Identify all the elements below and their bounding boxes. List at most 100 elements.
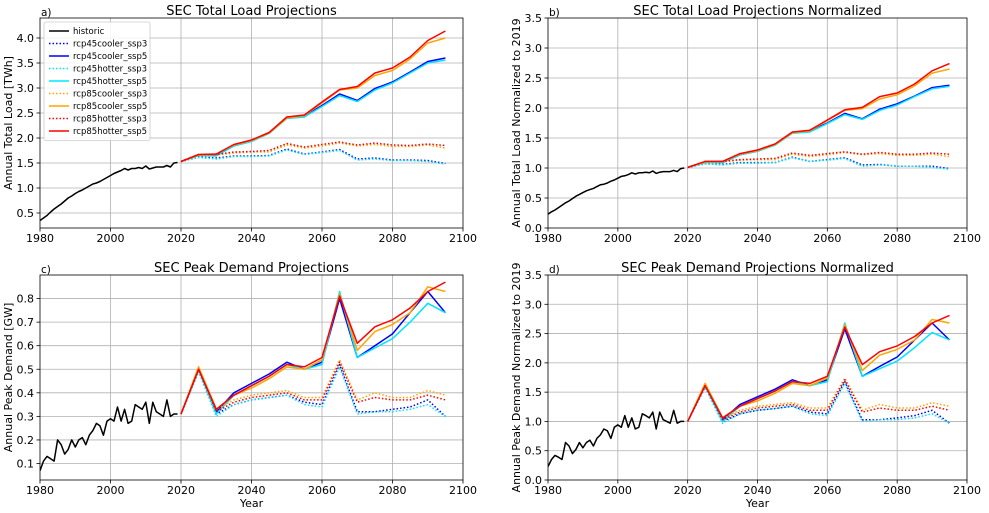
chart-panel-4: 1980 2000 2020 2040 2060 2080 2100 0.0 0.5 1.0 1.5… [510,261,981,510]
x-tick-label: 2040 [744,484,772,497]
y-tick-label: 0.0 [525,222,543,235]
series-group [40,30,446,222]
x-axis-label: Year [239,497,264,510]
series-group [548,314,951,467]
x-tick-label: 2020 [167,232,195,245]
chart-panel-3: 1980 2000 2020 2040 2060 2080 2100 0.1 0.2 0.3 0.4… [2,261,477,510]
legend: historic rcp45cooler_ssp3 rcp45cooler_ssp5… [43,21,151,141]
x-tick-label: 2040 [238,484,266,497]
x-tick-label: 2080 [883,232,911,245]
y-tick-label: 0.8 [17,293,35,306]
y-tick-label: 0.3 [17,410,35,423]
x-tick-label: 1980 [534,484,562,497]
panel-label: d) [549,264,560,276]
y-tick-label: 0.5 [525,192,543,205]
series-line-rcp85hotter_ssp3 [180,141,446,163]
series-group [548,62,950,215]
series-line-rcp45hotter_ssp3 [687,157,950,170]
x-tick-label: 1980 [26,484,54,497]
series-line-rcp85cooler_ssp5 [687,318,950,422]
series-line-rcp45hotter_ssp5 [687,322,950,423]
series-line-rcp85hotter_ssp5 [687,314,950,422]
x-tick-label: 1980 [26,232,54,245]
series-line-rcp85hotter_ssp3 [687,151,950,169]
legend-label-historic: historic [73,27,105,37]
y-axis-label: Annual Peak Demand Normalized to 2019 [510,263,523,493]
panel-label: b) [549,7,560,19]
y-tick-label: 0.4 [17,387,35,400]
legend-label-rcp85cooler_ssp5: rcp85cooler_ssp5 [73,102,147,112]
y-tick-label: 0.1 [17,458,35,471]
y-axis-label: Annual Peak Demand [GW] [2,303,15,452]
x-tick-label: 2080 [379,232,407,245]
y-tick-label: 3.0 [525,298,543,311]
series-line-historic [548,409,685,467]
series-line-historic [40,399,178,471]
y-tick-label: 2.0 [525,357,543,370]
legend-label-rcp45hotter_ssp5: rcp45hotter_ssp5 [73,77,147,87]
x-tick-label: 2000 [97,232,125,245]
x-tick-label: 2000 [604,232,632,245]
x-tick-label: 2020 [674,484,702,497]
x-tick-label: 2060 [813,484,841,497]
legend-label-rcp85hotter_ssp5: rcp85hotter_ssp5 [73,127,147,137]
y-tick-label: 2.0 [17,132,35,145]
x-tick-label: 2100 [449,232,477,245]
series-line-rcp45cooler_ssp5 [687,322,951,422]
series-line-historic [40,161,178,222]
y-tick-label: 0.6 [17,340,35,353]
legend-label-rcp45cooler_ssp5: rcp45cooler_ssp5 [73,52,147,62]
x-tick-label: 2100 [449,484,477,497]
x-tick-label: 2060 [308,232,336,245]
chart-title: SEC Peak Demand Projections [154,261,349,276]
x-tick-label: 2000 [604,484,632,497]
x-tick-label: 1980 [534,232,562,245]
series-line-rcp45cooler_ssp5 [180,290,446,415]
legend-label-rcp85cooler_ssp3: rcp85cooler_ssp3 [73,90,147,100]
x-tick-label: 2020 [167,484,195,497]
chart-title: SEC Peak Demand Projections Normalized [621,261,894,276]
y-tick-label: 3.5 [17,57,35,70]
panel-label: c) [41,264,51,276]
y-tick-label: 0.0 [525,474,543,487]
y-tick-label: 2.0 [525,102,543,115]
series-line-rcp45hotter_ssp3 [180,149,446,165]
y-tick-label: 2.5 [525,72,543,85]
legend-label-rcp45hotter_ssp3: rcp45hotter_ssp3 [73,65,147,75]
y-tick-label: 1.0 [525,162,543,175]
x-tick-label: 2100 [953,484,981,497]
y-tick-label: 3.0 [17,82,35,95]
x-tick-label: 2080 [379,484,407,497]
y-tick-label: 0.5 [17,363,35,376]
series-line-rcp45cooler_ssp3 [687,380,950,424]
y-tick-label: 1.5 [525,132,543,145]
series-line-rcp45hotter_ssp3 [687,382,950,424]
y-tick-label: 3.5 [525,12,543,25]
series-line-rcp85cooler_ssp5 [180,286,446,415]
x-tick-label: 2080 [883,484,911,497]
chart-panel-2: 1980 2000 2020 2040 2060 2080 2100 0.0 0.5 1.0 1.5… [510,4,981,245]
x-tick-label: 2060 [308,484,336,497]
y-tick-label: 0.2 [17,434,35,447]
x-tick-label: 2020 [674,232,702,245]
y-tick-label: 2.5 [525,328,543,341]
x-tick-label: 2040 [744,232,772,245]
series-line-historic [548,167,685,215]
y-axis-label: Annual Total Load Normalized to 2019 [510,18,523,227]
y-tick-label: 1.5 [17,157,35,170]
series-line-rcp85cooler_ssp3 [687,151,950,169]
series-line-rcp45hotter_ssp5 [180,290,446,415]
legend-label-rcp85hotter_ssp3: rcp85hotter_ssp3 [73,115,147,125]
y-tick-label: 0.7 [17,316,35,329]
series-line-rcp85cooler_ssp3 [687,377,950,422]
series-line-rcp85hotter_ssp5 [687,62,950,169]
y-tick-label: 0.5 [17,207,35,220]
series-line-rcp85cooler_ssp3 [180,359,446,415]
series-line-rcp45cooler_ssp3 [180,363,446,417]
chart-title: SEC Total Load Projections [166,4,337,19]
legend-label-rcp45cooler_ssp3: rcp45cooler_ssp3 [73,40,147,50]
y-tick-label: 1.5 [525,386,543,399]
series-line-rcp45hotter_ssp5 [180,59,446,163]
legend-box [43,21,151,141]
panel-label: a) [41,7,52,19]
